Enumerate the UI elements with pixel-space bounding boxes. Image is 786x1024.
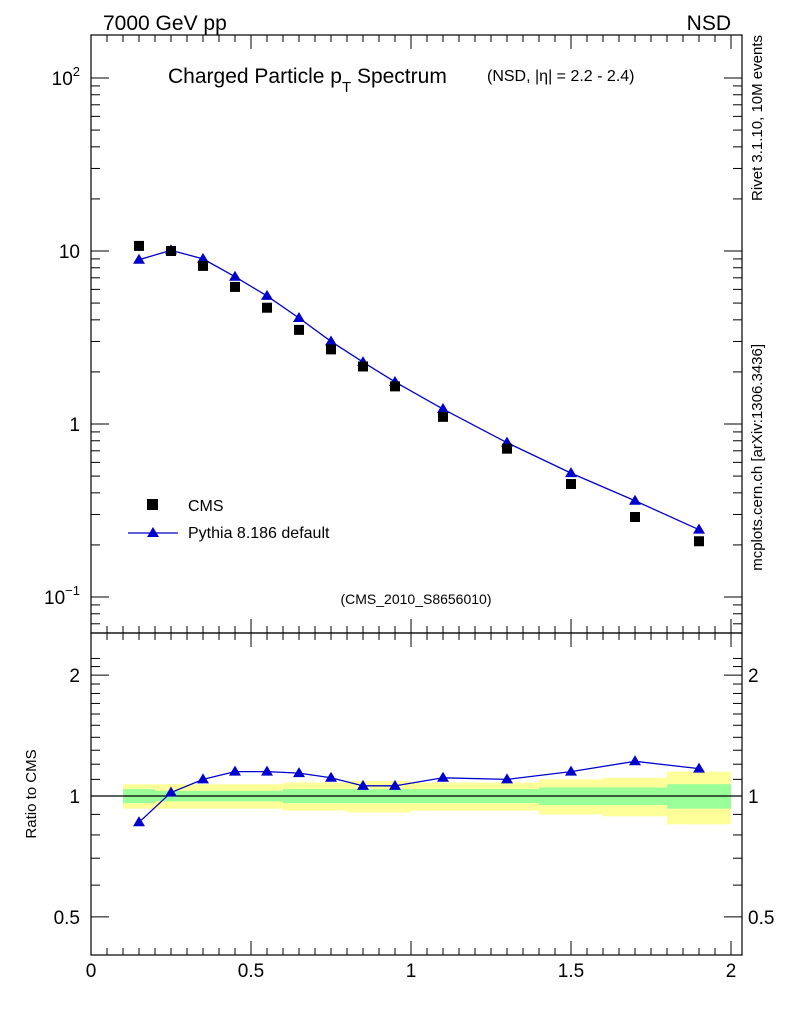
mc-point [693, 523, 705, 534]
cms-point [358, 361, 368, 372]
header-right-label: NSD [687, 12, 731, 35]
y-tick-label-ratio: 2 [69, 666, 80, 687]
mc-point [261, 289, 273, 300]
y-tick-label-main: 10−1 [44, 583, 80, 609]
mc-ratio-point [133, 816, 145, 827]
cms-point [630, 512, 640, 523]
y-tick-label-ratio: 1 [69, 787, 80, 808]
legend-label-cms: CMS [188, 498, 224, 515]
mc-line [138, 249, 700, 531]
mc-ratio-point [325, 771, 337, 782]
chart-title: Charged Particle pT Spectrum [168, 65, 447, 96]
cms-point [134, 240, 144, 251]
mc-ratio-point [437, 771, 449, 782]
cms-point [694, 536, 704, 547]
mc-ratio-point [357, 779, 369, 790]
y-tick-label-ratio-right: 0.5 [748, 908, 774, 929]
mc-point [565, 467, 577, 478]
y-tick-label-main: 10 [59, 242, 80, 263]
header-left-label: 7000 GeV pp [103, 12, 227, 35]
y-tick-label-main: 1 [69, 415, 80, 436]
y-tick-label-ratio: 0.5 [54, 908, 80, 929]
mc-point [229, 270, 241, 281]
cms-point [438, 411, 448, 422]
mc-ratio-point [229, 765, 241, 776]
mc-ratio-point [389, 779, 401, 790]
y-tick-label-ratio-right: 2 [748, 666, 759, 687]
chart-title-condition: (NSD, |η| = 2.2 - 2.4) [487, 68, 634, 85]
cms-point [262, 302, 272, 313]
x-tick-label: 0.5 [238, 961, 264, 982]
x-tick-label: 0 [86, 961, 97, 982]
mc-series-ratio [133, 755, 705, 827]
mc-ratio-point [197, 773, 209, 784]
mc-point [325, 335, 337, 346]
legend-label-pythia: Pythia 8.186 default [188, 525, 330, 542]
mc-ratio-point [565, 765, 577, 776]
cms-point [166, 246, 176, 256]
cms-point [390, 381, 400, 392]
mc-point [197, 252, 209, 263]
cms-point [198, 260, 208, 271]
y-tick-label-ratio-right: 1 [748, 787, 759, 808]
legend: CMS Pythia 8.186 default [128, 498, 330, 542]
mc-ratio-point [501, 773, 513, 784]
side-label-url: mcplots.cern.ch [arXiv:1306.3436] [749, 344, 766, 571]
x-tick-label: 1 [406, 961, 417, 982]
cms-point [326, 344, 336, 355]
legend-marker-cms [147, 499, 158, 510]
ratio-panel-frame [90, 632, 743, 956]
ratio-y-axis-label: Ratio to CMS [23, 749, 40, 838]
x-tick-label: 1.5 [558, 961, 584, 982]
main-panel-frame [90, 34, 743, 634]
data-series-main [134, 240, 704, 547]
side-label-rivet: Rivet 3.1.10, 10M events [749, 35, 766, 201]
mc-point [629, 494, 641, 505]
mc-ratio-point [693, 762, 705, 773]
mc-ratio-point [293, 767, 305, 778]
mc-point [293, 311, 305, 322]
ratio-uncertainty-bands [123, 771, 731, 825]
cms-point [502, 443, 512, 454]
mc-ratio-line [138, 760, 700, 823]
legend-marker-pythia [147, 527, 159, 537]
mc-ratio-point [261, 765, 273, 776]
mc-ratio-point [165, 786, 177, 797]
cms-point [294, 324, 304, 335]
analysis-tag: (CMS_2010_S8656010) [341, 591, 492, 607]
y-tick-label-main: 102 [52, 64, 80, 90]
mc-point [133, 253, 145, 264]
cms-point [230, 281, 240, 292]
cms-point [566, 478, 576, 489]
mc-series-main [133, 244, 705, 534]
x-tick-label: 2 [726, 961, 737, 982]
mc-ratio-point [629, 755, 641, 766]
mc-point [437, 403, 449, 414]
